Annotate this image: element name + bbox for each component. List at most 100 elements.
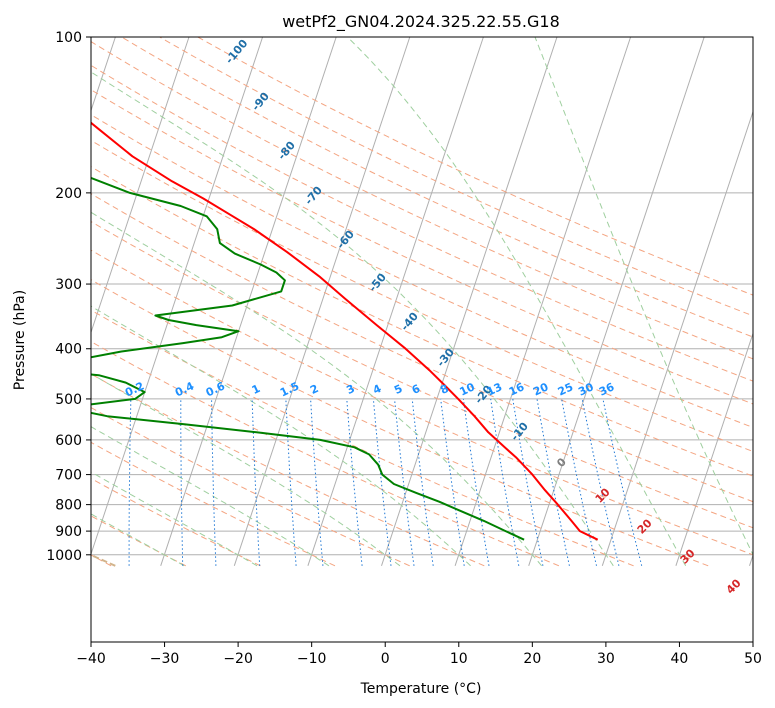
mixing-ratio-label: 6 (410, 382, 423, 397)
mixing-ratio-label: 13 (485, 380, 504, 398)
x-tick-label: −10 (297, 651, 327, 667)
mixing-ratio-line (462, 398, 490, 566)
mixing-ratio-label: 36 (597, 380, 617, 398)
x-axis: −40 −30 −20 −10 0 10 20 30 40 50 (76, 642, 762, 667)
mixing-ratio-label: 3 (344, 382, 356, 397)
y-tick-label: 200 (55, 186, 82, 202)
mixing-ratio-line (581, 398, 620, 566)
isotherm-line (381, 37, 558, 566)
dry-adiabat-line (91, 193, 753, 503)
y-tick-label: 900 (55, 524, 82, 540)
moist-adiabat-line (91, 426, 330, 567)
dry-adiabat-line (91, 279, 709, 567)
dry-adiabat-line (91, 221, 753, 529)
mixing-ratio-line (602, 398, 643, 566)
x-tick-label: 40 (671, 651, 689, 667)
y-axis: 100 200 300 400 500 600 700 800 900 1000 (46, 30, 91, 564)
moist-adiabat-line (91, 305, 471, 567)
isotherm-line (91, 37, 190, 334)
x-tick-label: −30 (150, 651, 180, 667)
x-tick-label: 20 (523, 651, 541, 667)
y-tick-label: 400 (55, 342, 82, 358)
mixing-ratio-line (490, 398, 520, 566)
isotherm-line (233, 37, 411, 566)
y-axis-title: Pressure (hPa) (12, 290, 28, 390)
mixing-ratio-label: 25 (556, 380, 575, 398)
temperature-profile-line (91, 121, 599, 541)
moist-adiabat-line (347, 37, 687, 567)
moist-adiabat-label: 40 (724, 576, 744, 596)
mixing-ratio-line (536, 398, 570, 566)
mixing-ratio-label: 1 (250, 382, 262, 397)
mixing-ratio-label: 0.4 (173, 379, 196, 399)
mixing-ratio-line (411, 398, 434, 566)
isotherm-line (91, 37, 264, 556)
isotherm-line (675, 331, 753, 566)
y-tick-label: 300 (55, 277, 82, 293)
moist-adiabat-line (91, 71, 614, 567)
x-tick-label: 0 (381, 651, 390, 667)
dry-adiabat-label: -50 (366, 271, 389, 295)
y-tick-label: 700 (55, 468, 82, 484)
y-tick-label: 500 (55, 392, 82, 408)
isotherm-line (454, 37, 632, 566)
mixing-ratio-label: 20 (531, 380, 551, 398)
x-tick-label: 10 (450, 651, 468, 667)
dry-adiabat-line (121, 37, 753, 338)
moist-adiabat-line (534, 37, 753, 556)
x-tick-label: −40 (76, 651, 106, 667)
dry-adiabat-line (91, 114, 753, 428)
mixing-ratio-line (440, 398, 465, 566)
x-axis-title: Temperature (°C) (360, 681, 482, 697)
plot-frame (90, 36, 754, 643)
moist-adiabat-label: 0 (554, 455, 569, 470)
mixing-ratio-line (310, 398, 324, 566)
y-tick-label: 100 (55, 30, 82, 46)
mixing-ratio-label: 0.6 (204, 379, 227, 399)
x-tick-label: 30 (597, 651, 615, 667)
mixing-ratio-line (251, 398, 261, 566)
dry-adiabat-line (91, 477, 261, 567)
mixing-ratio-line (128, 398, 132, 566)
line-labels: -100-90-80-70-60-50-40-30-20-10010203040… (123, 37, 744, 597)
mixing-ratio-label: 16 (507, 380, 527, 398)
dry-adiabat-label: -100 (223, 37, 251, 67)
background-lines (91, 37, 753, 567)
dry-adiabat-line (91, 373, 485, 567)
dry-adiabat-line (91, 340, 560, 567)
dry-adiabat-label: -70 (302, 184, 325, 208)
moist-adiabat-label: 10 (593, 485, 613, 505)
y-tick-label: 1000 (46, 548, 82, 564)
sounding-profiles (91, 121, 599, 541)
dry-adiabat-line (91, 309, 634, 567)
mixing-ratio-line (512, 398, 544, 566)
dry-adiabat-line (91, 64, 753, 382)
mixing-ratio-label: 10 (458, 380, 478, 398)
dry-adiabat-line (91, 166, 753, 477)
mixing-ratio-label: 2 (308, 382, 320, 397)
moist-adiabat-label: 30 (678, 546, 698, 566)
mixing-ratio-line (394, 398, 415, 566)
mixing-ratio-line (346, 398, 363, 566)
moist-adiabat-line (91, 211, 542, 567)
dry-adiabat-line (91, 249, 753, 556)
mixing-ratio-label: 5 (392, 382, 404, 397)
mixing-ratio-label: 4 (371, 382, 384, 397)
moist-adiabat-label: 20 (635, 516, 655, 536)
moist-adiabat-line (91, 373, 401, 567)
mixing-ratio-label: 30 (576, 380, 596, 398)
mixing-ratio-line (561, 398, 597, 566)
dry-adiabat-label: -40 (398, 310, 421, 334)
moist-adiabat-line (91, 513, 185, 567)
moist-adiabat-line (91, 471, 258, 567)
mixing-ratio-line (372, 398, 392, 566)
mixing-ratio-label: 1.5 (278, 379, 301, 399)
dry-adiabat-line (91, 41, 753, 360)
dry-adiabat-label: -60 (334, 228, 357, 252)
x-tick-label: 50 (744, 651, 762, 667)
dry-adiabat-label: -80 (275, 139, 298, 163)
dewpoint-profile-line (91, 176, 525, 541)
chart-title: wetPf2_GN04.2024.325.22.55.G18 (282, 12, 560, 32)
dry-adiabat-line (159, 37, 753, 317)
